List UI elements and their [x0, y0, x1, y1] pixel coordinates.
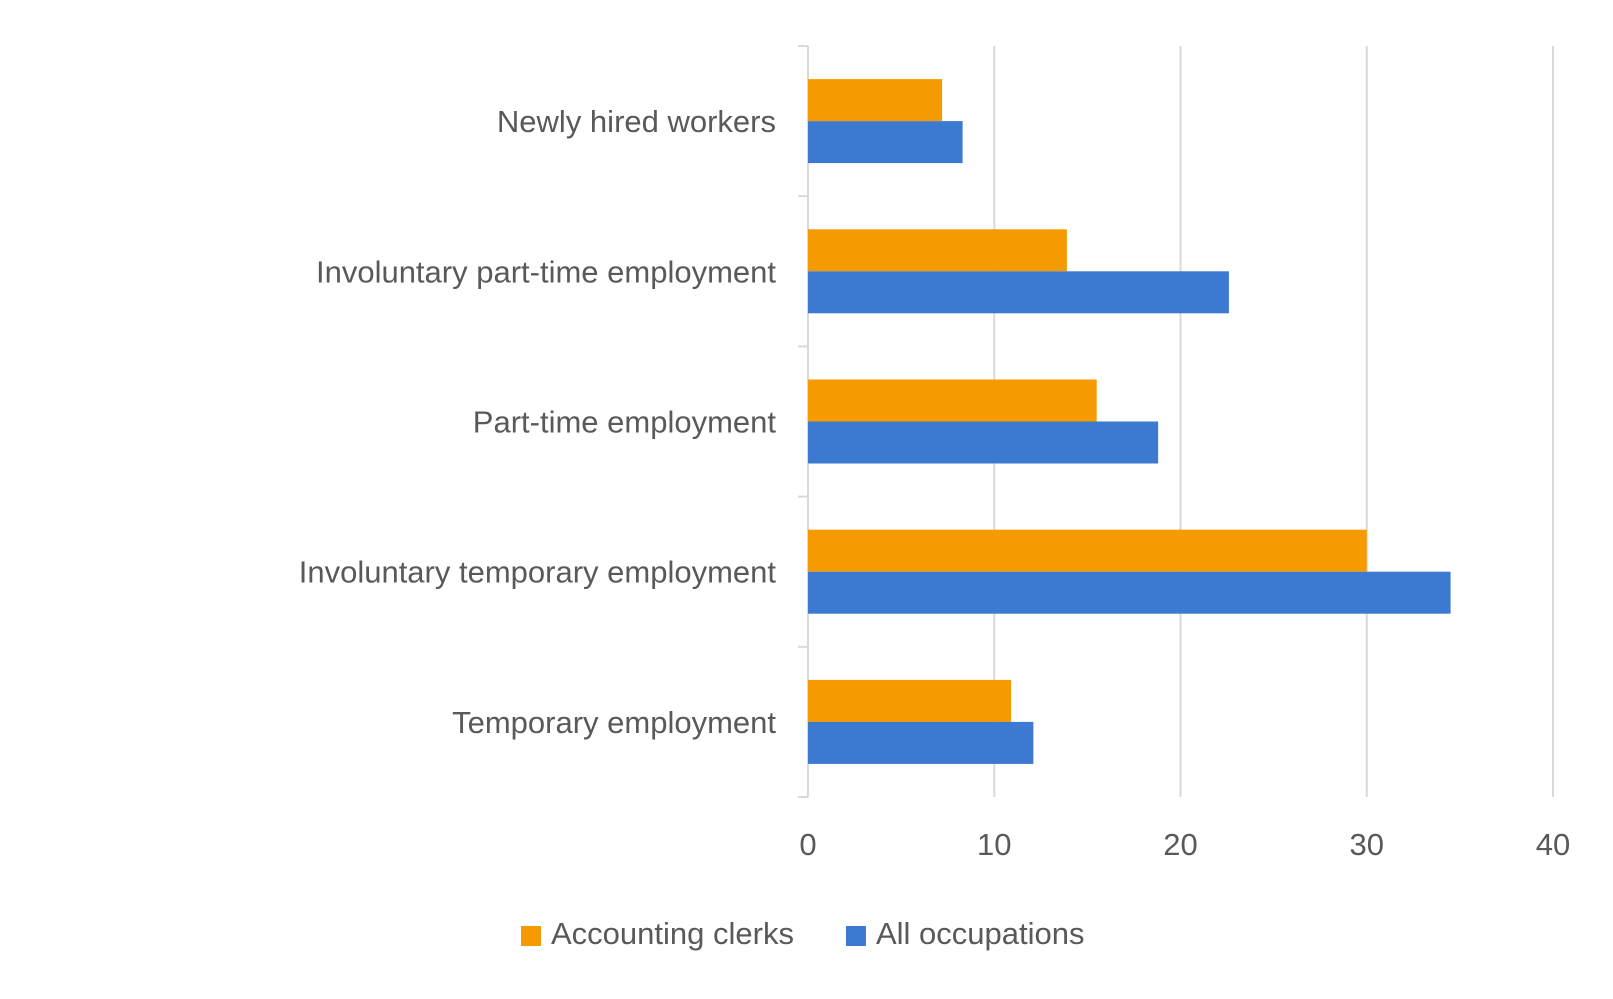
bar-accounting-clerks — [808, 229, 1067, 272]
bar-all-occupations — [808, 421, 1159, 464]
category-label: Involuntary part-time employment — [316, 254, 776, 289]
legend-label: Accounting clerks — [551, 916, 794, 951]
bar-all-occupations — [808, 721, 1034, 764]
x-tick-label: 40 — [1536, 827, 1570, 862]
x-tick-label: 10 — [977, 827, 1011, 862]
legend: Accounting clerks All occupations — [521, 916, 1084, 951]
bar-accounting-clerks — [808, 529, 1367, 572]
bars — [808, 79, 1451, 764]
legend-swatch — [521, 926, 541, 946]
legend-swatch — [845, 926, 866, 946]
category-label: Involuntary temporary employment — [299, 555, 777, 590]
category-label: Part-time employment — [473, 405, 777, 440]
x-tick-label: 20 — [1163, 827, 1197, 862]
bar-all-occupations — [808, 571, 1451, 614]
bar-accounting-clerks — [808, 679, 1012, 722]
x-tick-label: 0 — [799, 827, 816, 862]
bar-accounting-clerks — [808, 379, 1097, 422]
x-tick-label: 30 — [1350, 827, 1384, 862]
bar-accounting-clerks — [808, 79, 943, 122]
x-tick-labels: 0 10 20 30 40 — [799, 827, 1570, 862]
bar-all-occupations — [808, 121, 963, 164]
bar-all-occupations — [808, 271, 1229, 314]
legend-label: All occupations — [876, 916, 1085, 951]
category-labels: Newly hired workers Involuntary part-time… — [299, 104, 777, 740]
category-axis — [798, 45, 809, 798]
category-label: Newly hired workers — [497, 104, 776, 139]
category-label: Temporary employment — [452, 705, 776, 740]
